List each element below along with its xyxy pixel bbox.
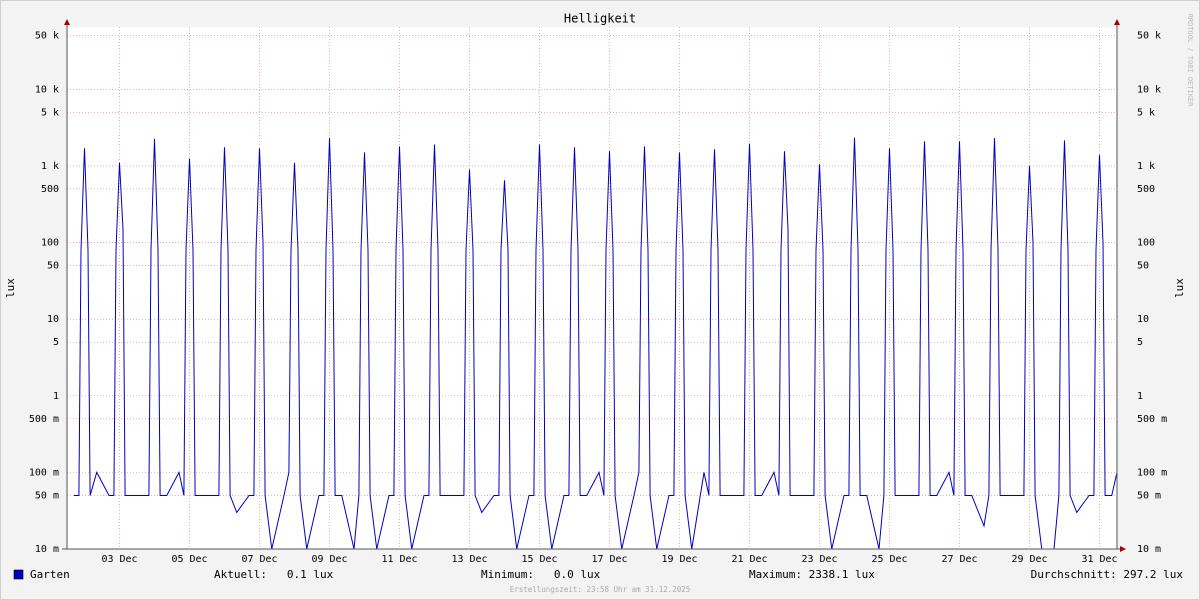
x-tick-label: 25 Dec — [871, 554, 907, 565]
y-tick-label: 100 — [41, 238, 59, 249]
plot-area — [67, 27, 1117, 549]
y-tick-label: 1 — [53, 391, 59, 402]
axis-arrow — [64, 19, 70, 25]
y-tick-label: 10 — [47, 314, 59, 325]
y2-tick-label: 50 m — [1137, 490, 1161, 501]
axis-arrow — [1114, 19, 1120, 25]
y2-tick-label: 100 m — [1137, 467, 1167, 478]
x-tick-label: 17 Dec — [591, 554, 627, 565]
footer: Erstellungszeit: 23:58 Uhr am 31.12.2025 — [510, 585, 691, 594]
y-tick-label: 50 m — [35, 490, 59, 501]
y-tick-label: 100 m — [29, 467, 59, 478]
y-tick-label: 50 — [47, 261, 59, 272]
y-tick-label: 1 k — [41, 161, 59, 172]
y2-tick-label: 500 m — [1137, 414, 1167, 425]
y2-tick-label: 10 m — [1137, 544, 1161, 555]
stat-maximum: Maximum: 2338.1 lux — [749, 568, 875, 581]
y-tick-label: 500 m — [29, 414, 59, 425]
x-tick-label: 23 Dec — [801, 554, 837, 565]
stat-current: Aktuell: 0.1 lux — [214, 568, 334, 581]
y2-tick-label: 10 k — [1137, 84, 1161, 95]
x-tick-label: 13 Dec — [451, 554, 487, 565]
y2-tick-label: 5 k — [1137, 107, 1155, 118]
legend-label: Garten — [30, 568, 70, 581]
watermark: RRDTOOL / TOBI OETIKER — [1186, 14, 1194, 108]
y-tick-label: 10 m — [35, 544, 59, 555]
y-axis-label: lux — [4, 278, 17, 298]
x-tick-label: 03 Dec — [101, 554, 137, 565]
y2-tick-label: 5 — [1137, 337, 1143, 348]
stat-average: Durchschnitt: 297.2 lux — [1031, 568, 1184, 581]
plot — [74, 137, 1118, 550]
y2-tick-label: 1 — [1137, 391, 1143, 402]
chart-title: Helligkeit — [564, 12, 636, 26]
y2-axis-label: lux — [1173, 278, 1186, 298]
y-tick-label: 50 k — [35, 31, 59, 42]
data-line — [74, 137, 1118, 550]
y2-tick-label: 500 — [1137, 184, 1155, 195]
y2-tick-label: 50 — [1137, 261, 1149, 272]
axis-arrow — [1120, 546, 1126, 552]
x-tick-label: 19 Dec — [661, 554, 697, 565]
y-tick-label: 10 k — [35, 84, 59, 95]
y2-tick-label: 10 — [1137, 314, 1149, 325]
x-tick-label: 05 Dec — [171, 554, 207, 565]
x-tick-label: 27 Dec — [941, 554, 977, 565]
y2-tick-label: 100 — [1137, 238, 1155, 249]
x-tick-label: 15 Dec — [521, 554, 557, 565]
x-tick-label: 09 Dec — [311, 554, 347, 565]
x-tick-label: 21 Dec — [731, 554, 767, 565]
legend-swatch — [13, 569, 24, 580]
y-tick-label: 5 k — [41, 107, 59, 118]
x-tick-label: 31 Dec — [1081, 554, 1117, 565]
x-tick-label: 07 Dec — [241, 554, 277, 565]
x-tick-label: 29 Dec — [1011, 554, 1047, 565]
y-tick-label: 5 — [53, 337, 59, 348]
y2-tick-label: 50 k — [1137, 31, 1161, 42]
x-tick-label: 11 Dec — [381, 554, 417, 565]
y2-tick-label: 1 k — [1137, 161, 1155, 172]
y-tick-label: 500 — [41, 184, 59, 195]
stat-minimum: Minimum: 0.0 lux — [481, 568, 601, 581]
